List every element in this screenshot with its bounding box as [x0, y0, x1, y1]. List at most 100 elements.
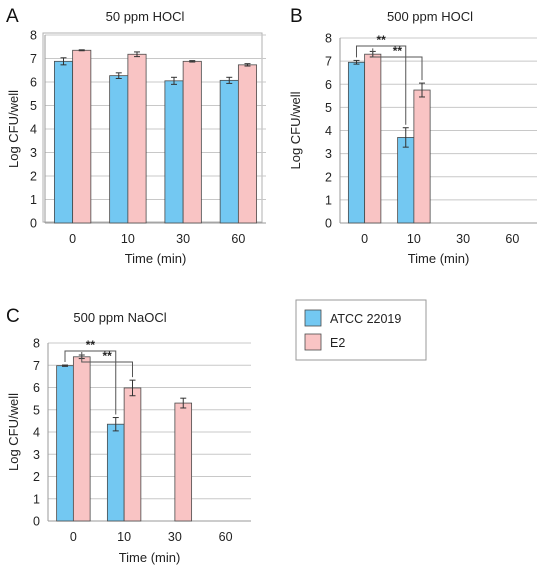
significance-label: **: [86, 338, 96, 352]
significance-bracket: [372, 48, 423, 81]
chart-panel-a: A 50 ppm HOCl 0 1 2 3 4 5 6 7 8 0 10 30 60 Time (min) Lo…: [6, 6, 266, 266]
error-bar: [171, 76, 178, 85]
y-tick-label: 3: [325, 147, 332, 161]
legend-swatch: [304, 309, 322, 327]
y-tick-label: 4: [30, 123, 37, 137]
error-bar: [60, 57, 67, 66]
x-tick-label: 0: [70, 530, 77, 544]
y-tick-label: 8: [30, 29, 37, 43]
y-tick-label: 8: [325, 32, 332, 46]
y-tick-label: 0: [325, 217, 332, 231]
y-tick-label: 6: [325, 78, 332, 92]
error-bar: [244, 63, 251, 67]
significance-bracket: [81, 352, 133, 378]
bar-atcc-22019-0: [56, 365, 74, 522]
chart-title: 50 ppm HOCl: [106, 9, 185, 24]
error-bar: [133, 51, 140, 58]
y-tick-label: 5: [33, 403, 40, 417]
y-tick-label: 2: [30, 170, 37, 184]
legend-swatch: [304, 333, 322, 351]
y-axis-label: Log CFU/well: [6, 393, 21, 471]
y-tick-label: 2: [33, 470, 40, 484]
error-bar: [78, 49, 85, 52]
error-bar: [115, 72, 122, 79]
error-bar: [353, 59, 360, 65]
legend-label: ATCC 22019: [330, 312, 401, 326]
error-bar: [62, 364, 69, 367]
x-tick-label: 60: [231, 232, 245, 246]
x-tick-label: 60: [219, 530, 233, 544]
chart-title: 500 ppm HOCl: [387, 9, 473, 24]
significance-label: **: [376, 33, 386, 47]
y-tick-label: 8: [33, 337, 40, 351]
error-bar: [402, 127, 409, 148]
x-axis-label: Time (min): [408, 251, 470, 266]
x-axis-label: Time (min): [125, 251, 187, 266]
y-axis-label: Log CFU/well: [6, 90, 21, 168]
bar-e2-60: [237, 64, 258, 224]
bar-e2-10: [123, 387, 142, 522]
error-bar: [419, 82, 426, 98]
y-tick-label: 3: [30, 146, 37, 160]
y-tick-label: 1: [325, 193, 332, 207]
y-tick-label: 7: [325, 55, 332, 69]
x-tick-label: 10: [121, 232, 135, 246]
bar-atcc-22019-10: [397, 137, 415, 224]
y-tick-label: 6: [30, 76, 37, 90]
error-bar: [226, 76, 233, 84]
bar-atcc-22019-0: [53, 60, 74, 224]
bar-atcc-22019-0: [347, 61, 366, 224]
y-tick-label: 5: [325, 101, 332, 115]
y-axis-label: Log CFU/well: [288, 91, 303, 169]
y-tick-label: 7: [30, 52, 37, 66]
y-tick-label: 4: [33, 426, 40, 440]
y-tick-label: 5: [30, 99, 37, 113]
x-tick-label: 10: [407, 232, 421, 246]
error-bar: [189, 60, 196, 63]
x-tick-label: 10: [117, 530, 131, 544]
significance-label: **: [393, 44, 403, 58]
bar-e2-10: [127, 53, 147, 224]
y-tick-label: 0: [30, 217, 37, 231]
x-tick-label: 30: [456, 232, 470, 246]
y-tick-label: 1: [30, 193, 37, 207]
x-tick-label: 0: [361, 232, 368, 246]
bar-atcc-22019-10: [106, 423, 125, 522]
legend: ATCC 22019 E2: [295, 299, 427, 361]
significance-label: **: [102, 349, 112, 363]
panel-letter: B: [290, 6, 303, 27]
bar-atcc-22019-30: [164, 80, 184, 224]
panel-letter: A: [6, 6, 19, 27]
chart-panel-c: C 500 ppm NaOCl 0 1 2 3 4 5 6 7 8 0 10 30 60 Time (min)…: [6, 306, 251, 565]
y-tick-label: 1: [33, 492, 40, 506]
significance-bracket: [355, 45, 407, 125]
bar-e2-0: [72, 356, 91, 522]
x-tick-label: 30: [176, 232, 190, 246]
bar-e2-30: [182, 60, 202, 224]
y-tick-label: 0: [33, 515, 40, 529]
chart-panel-b: B 500 ppm HOCl 0 1 2 3 4 5 6 7 8 0 10 30 60 Time (min) L…: [288, 6, 537, 266]
error-bar: [129, 379, 136, 397]
bar-e2-0: [72, 49, 92, 224]
bar-atcc-22019-10: [109, 75, 129, 224]
y-tick-label: 6: [33, 381, 40, 395]
bar-e2-0: [364, 53, 382, 224]
bar-e2-10: [413, 89, 431, 224]
bar-atcc-22019-60: [219, 79, 239, 224]
chart-title: 500 ppm NaOCl: [73, 310, 166, 325]
x-tick-label: 0: [69, 232, 76, 246]
y-tick-label: 3: [33, 448, 40, 462]
y-tick-label: 7: [33, 359, 40, 373]
y-tick-label: 2: [325, 170, 332, 184]
error-bar: [112, 417, 119, 432]
significance-bracket: [64, 350, 117, 415]
y-tick-label: 4: [325, 124, 332, 138]
legend-label: E2: [330, 336, 345, 350]
x-tick-label: 60: [505, 232, 519, 246]
bar-e2-30: [174, 402, 193, 522]
legend-box: [295, 299, 427, 361]
error-bar: [180, 397, 187, 409]
panel-letter: C: [6, 306, 20, 327]
plot-frame: [42, 32, 263, 223]
